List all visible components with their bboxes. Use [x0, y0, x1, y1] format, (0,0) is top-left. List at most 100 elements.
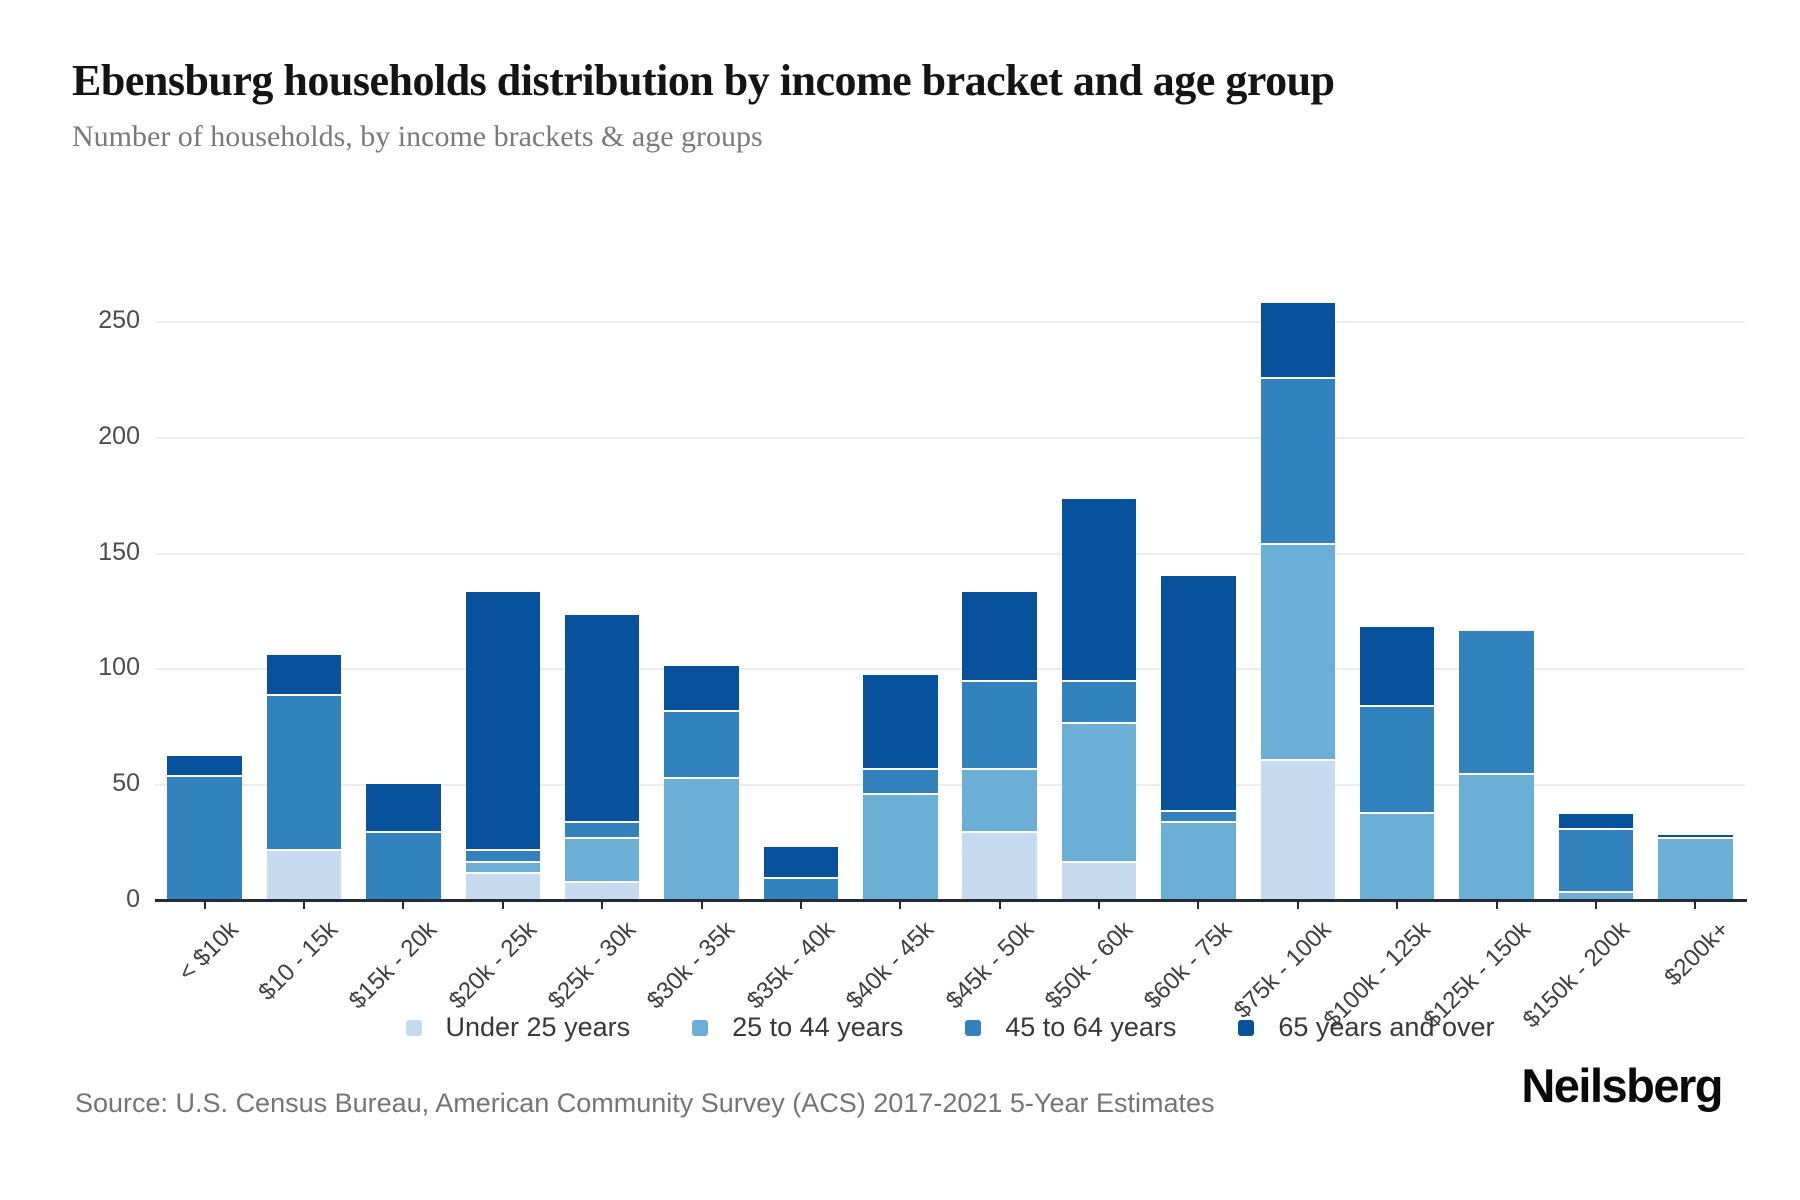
stacked-bar-$200k+: [1658, 835, 1733, 900]
x-tick-label-6: $30k - 35k: [642, 916, 741, 1015]
gridline-y-50: [155, 784, 1745, 787]
x-axis-line: [155, 899, 1747, 902]
legend-label: 45 to 64 years: [1005, 1012, 1177, 1042]
x-tick-label-9: $45k - 50k: [940, 916, 1039, 1015]
bar-segment-45-to-64-years: [664, 710, 739, 778]
stacked-bar-$25k - 30k: [564, 615, 640, 900]
bar-segment-25-to-44-years: [1161, 821, 1236, 900]
stacked-bar-$10 - 15k: [266, 654, 342, 900]
x-tick-12: [1296, 902, 1299, 909]
stacked-bar-$35k - 40k: [763, 846, 839, 900]
x-tick-10: [1098, 902, 1101, 909]
x-tick-7: [799, 902, 802, 909]
bar-segment-25-to-44-years: [1459, 772, 1534, 900]
page-subtitle: Number of households, by income brackets…: [72, 120, 763, 153]
bar-segment-65-years-and-over: [564, 615, 640, 822]
bar-segment-45-to-64-years: [863, 768, 938, 794]
x-tick-label-7: $35k - 40k: [741, 916, 841, 1015]
x-tick-14: [1495, 902, 1498, 909]
x-tick-4: [501, 902, 504, 909]
stacked-bar-$20k - 25k: [465, 592, 541, 900]
bar-slot-5: [553, 290, 652, 900]
stacked-bar-$60k - 75k: [1161, 575, 1236, 900]
bar-slot-9: [950, 290, 1049, 900]
bar-segment-45-to-64-years: [1459, 631, 1534, 773]
bar-slot-1: [155, 290, 254, 900]
bar-segment-45-to-64-years: [1260, 376, 1336, 544]
stacked-bar-$30k - 35k: [664, 666, 739, 900]
x-tick-5: [601, 902, 604, 909]
legend-swatch-icon: [405, 1019, 422, 1036]
bar-segment-under-25-years: [266, 849, 342, 900]
bar-segment-25-to-44-years: [1558, 890, 1634, 900]
x-tick-label-3: $15k - 20k: [344, 916, 443, 1015]
x-tick-label-5: $25k - 30k: [542, 916, 642, 1015]
legend-item-a45to64: 45 to 64 years: [965, 1012, 1176, 1043]
x-tick-16: [1694, 902, 1697, 909]
x-tick-label-16: $200k+: [1659, 916, 1735, 992]
bar-segment-25-to-44-years: [465, 860, 541, 873]
legend-label: 25 to 44 years: [732, 1012, 904, 1042]
stacked-bar-< $10k: [167, 756, 242, 900]
bar-segment-65-years-and-over: [167, 756, 242, 775]
bar-segment-25-to-44-years: [863, 793, 938, 900]
y-tick-label-0: 0: [126, 885, 140, 913]
bar-segment-25-to-44-years: [664, 777, 739, 900]
bar-segment-25-to-44-years: [1658, 837, 1733, 900]
bar-segment-65-years-and-over: [863, 675, 938, 768]
bar-segment-25-to-44-years: [1061, 721, 1137, 861]
x-tick-2: [303, 902, 306, 909]
bar-segment-45-to-64-years: [1558, 828, 1634, 891]
bar-segment-65-years-and-over: [1260, 302, 1336, 377]
bar-segment-45-to-64-years: [465, 849, 541, 861]
stacked-bar-$50k - 60k: [1061, 499, 1137, 900]
legend-swatch-icon: [1238, 1019, 1255, 1036]
legend-item-a65plus: 65 years and over: [1238, 1012, 1495, 1043]
bar-segment-45-to-64-years: [1061, 680, 1137, 722]
bar-segment-65-years-and-over: [366, 784, 441, 831]
x-tick-13: [1396, 902, 1399, 909]
y-tick-label-100: 100: [98, 653, 140, 682]
legend-swatch-icon: [692, 1019, 709, 1036]
x-tick-6: [700, 902, 703, 909]
bar-segment-25-to-44-years: [564, 837, 640, 882]
stacked-bar-$75k - 100k: [1260, 302, 1336, 900]
bar-segment-45-to-64-years: [167, 774, 242, 900]
bar-segment-45-to-64-years: [763, 876, 839, 900]
y-tick-label-200: 200: [98, 421, 140, 450]
bar-segment-45-to-64-years: [366, 830, 441, 900]
legend-swatch-icon: [965, 1019, 982, 1036]
bar-segment-65-years-and-over: [763, 846, 839, 877]
x-tick-label-10: $50k - 60k: [1039, 916, 1139, 1015]
x-tick-15: [1594, 902, 1597, 909]
bar-segment-45-to-64-years: [1359, 705, 1435, 812]
x-tick-label-4: $20k - 25k: [443, 916, 542, 1015]
bar-segment-25-to-44-years: [1260, 543, 1336, 759]
legend-label: 65 years and over: [1278, 1012, 1495, 1042]
bar-slot-8: [851, 290, 950, 900]
bar-segment-65-years-and-over: [1359, 626, 1435, 706]
bar-segment-65-years-and-over: [1558, 814, 1634, 829]
x-tick-11: [1197, 902, 1200, 909]
bar-segment-45-to-64-years: [962, 680, 1037, 768]
bar-segment-45-to-64-years: [266, 693, 342, 850]
x-tick-label-1: < $10k: [173, 916, 244, 987]
stacked-bar-$15k - 20k: [366, 784, 441, 900]
bar-segment-65-years-and-over: [266, 654, 342, 694]
x-tick-9: [998, 902, 1001, 909]
stacked-bar-$100k - 125k: [1359, 626, 1435, 900]
x-tick-label-11: $60k - 75k: [1139, 916, 1238, 1015]
stacked-bar-$40k - 45k: [863, 675, 938, 900]
bar-segment-45-to-64-years: [1161, 809, 1236, 822]
bar-segment-25-to-44-years: [962, 768, 1037, 831]
bar-segment-under-25-years: [564, 881, 640, 900]
y-tick-label-50: 50: [112, 769, 140, 798]
page-title: Ebensburg households distribution by inc…: [72, 56, 1335, 105]
x-tick-8: [899, 902, 902, 909]
bar-segment-25-to-44-years: [1359, 812, 1435, 900]
gridline-y-100: [155, 668, 1745, 671]
x-tick-label-2: $10 - 15k: [253, 916, 344, 1006]
bar-segment-under-25-years: [962, 830, 1037, 900]
x-tick-label-8: $40k - 45k: [841, 916, 940, 1015]
y-tick-label-250: 250: [98, 306, 140, 334]
